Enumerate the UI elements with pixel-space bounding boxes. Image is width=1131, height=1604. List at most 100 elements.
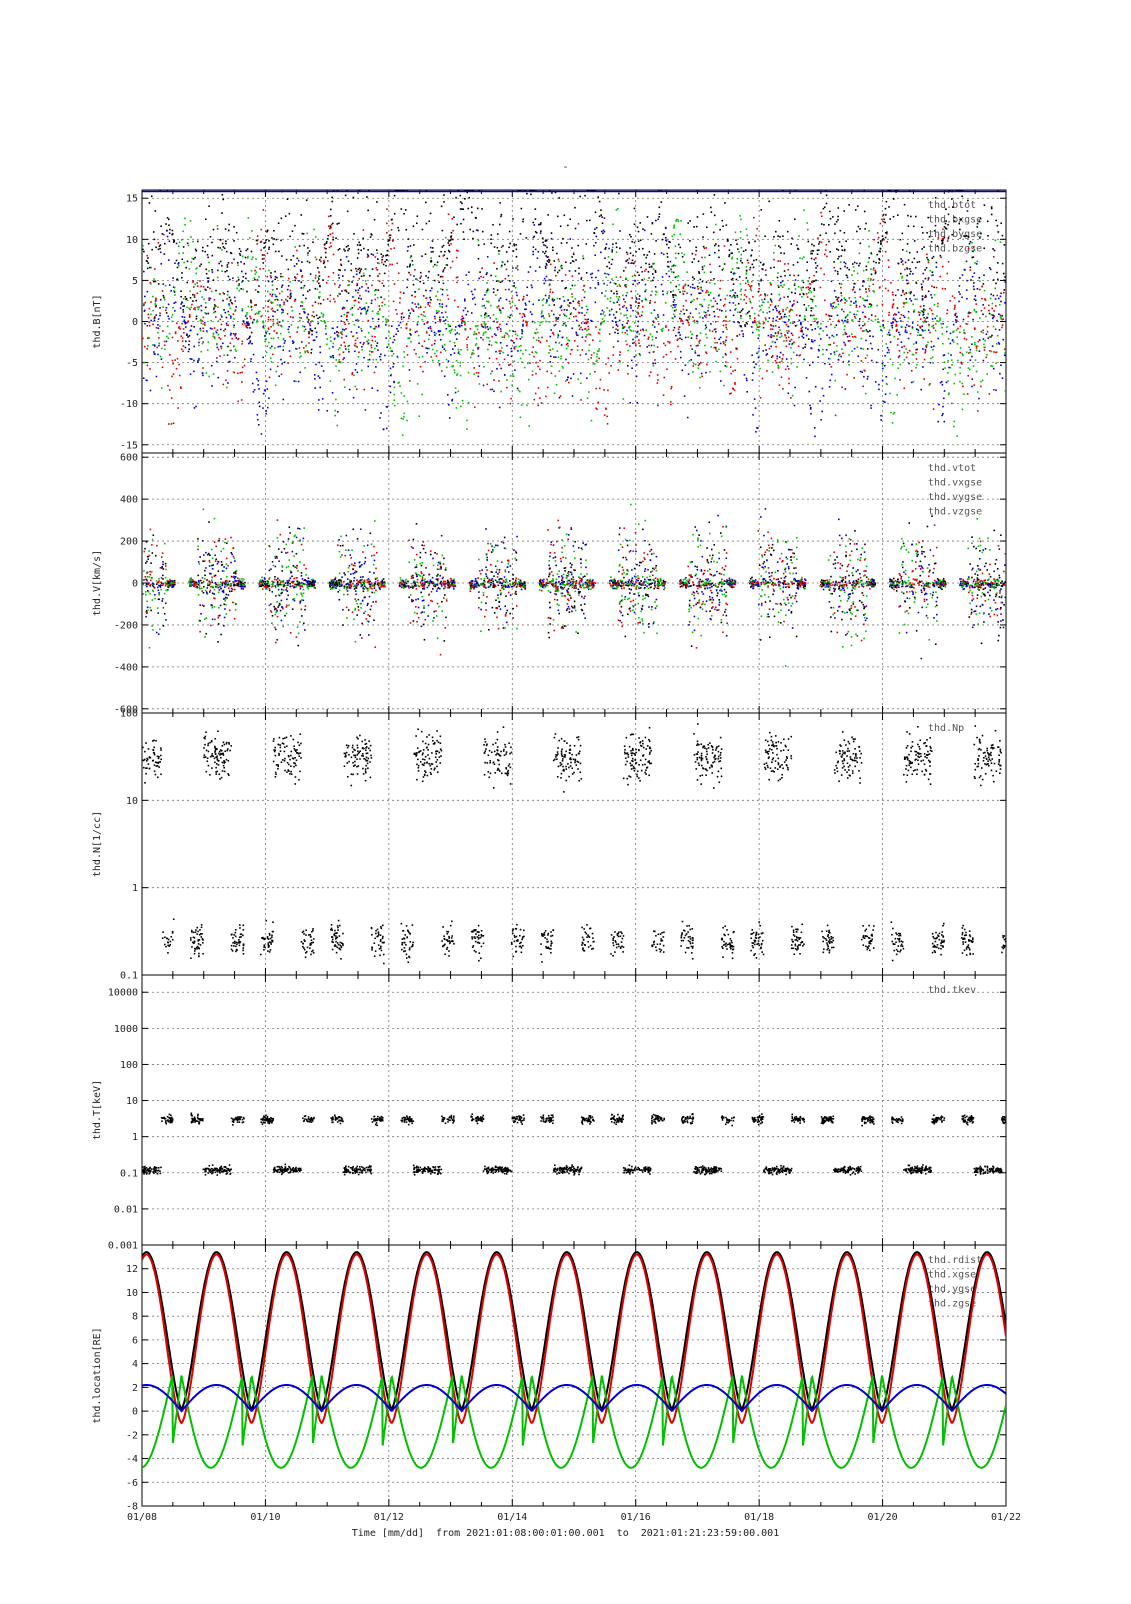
data-point [943, 355, 945, 357]
data-point [845, 317, 847, 319]
data-point [740, 231, 742, 233]
data-point [736, 348, 738, 350]
data-point [714, 337, 716, 339]
data-point [216, 361, 218, 363]
data-point [488, 301, 490, 303]
data-point [318, 375, 320, 377]
data-point [381, 257, 383, 259]
data-point [645, 329, 647, 331]
data-point [934, 230, 936, 232]
data-point [235, 350, 237, 352]
data-point [548, 313, 550, 315]
data-point [767, 360, 769, 362]
data-point [483, 334, 485, 336]
data-point [219, 355, 221, 357]
data-point [719, 265, 721, 267]
data-point [157, 332, 159, 334]
data-point [228, 230, 230, 232]
data-point [840, 287, 842, 289]
data-point [710, 292, 712, 294]
data-point [692, 276, 694, 278]
data-point [405, 209, 407, 211]
data-point [645, 269, 647, 271]
data-point [322, 279, 324, 281]
data-point [335, 365, 337, 367]
data-point [606, 307, 608, 309]
data-point [431, 261, 433, 263]
data-point [727, 295, 729, 297]
data-point [557, 318, 559, 320]
data-point [968, 346, 970, 348]
data-point [546, 299, 548, 301]
data-point [862, 385, 864, 387]
data-point [612, 224, 614, 226]
data-point [287, 362, 289, 364]
data-point [630, 291, 632, 293]
data-point [233, 240, 235, 242]
data-point [931, 326, 933, 328]
data-point [540, 230, 542, 232]
data-point [375, 326, 377, 328]
data-point [729, 302, 731, 304]
data-point [792, 395, 794, 397]
data-point [854, 316, 856, 318]
data-point [346, 256, 348, 258]
data-point [244, 323, 246, 325]
data-point [720, 280, 722, 282]
data-point [546, 263, 548, 265]
data-point [458, 352, 460, 354]
data-point [619, 308, 621, 310]
data-point [271, 281, 273, 283]
data-point [287, 313, 289, 315]
data-point [511, 356, 513, 358]
data-point [666, 293, 668, 295]
data-point [439, 317, 441, 319]
data-point [569, 270, 571, 272]
data-point [546, 340, 548, 342]
data-point [343, 351, 345, 353]
data-point [200, 286, 202, 288]
data-point [751, 285, 753, 287]
data-point [255, 266, 257, 268]
data-point [942, 288, 944, 290]
data-point [281, 363, 283, 365]
data-point [357, 244, 359, 246]
data-point [389, 234, 391, 236]
data-point [894, 336, 896, 338]
data-point [295, 277, 297, 279]
data-point [357, 319, 359, 321]
data-point [885, 393, 887, 395]
data-point [873, 291, 875, 293]
data-point [674, 316, 676, 318]
data-point [538, 340, 540, 342]
data-point [226, 387, 228, 389]
data-point [429, 334, 431, 336]
data-point [755, 322, 757, 324]
data-point [569, 218, 571, 220]
data-point [858, 253, 860, 255]
data-point [215, 305, 217, 307]
data-point [680, 311, 682, 313]
data-point [481, 324, 483, 326]
data-point [973, 384, 975, 386]
data-point [772, 320, 774, 322]
data-point [824, 363, 826, 365]
data-point [651, 291, 653, 293]
data-point [859, 289, 861, 291]
data-point [616, 311, 618, 313]
data-point [250, 300, 252, 302]
data-point [161, 387, 163, 389]
data-point [200, 330, 202, 332]
data-point [377, 311, 379, 313]
data-point [220, 261, 222, 263]
data-point [590, 287, 592, 289]
data-point [168, 304, 170, 306]
data-point [751, 264, 753, 266]
data-point [650, 280, 652, 282]
data-point [780, 247, 782, 249]
data-point [363, 248, 365, 250]
data-point [495, 275, 497, 277]
data-point [338, 370, 340, 372]
data-point [595, 277, 597, 279]
data-point [637, 325, 639, 327]
